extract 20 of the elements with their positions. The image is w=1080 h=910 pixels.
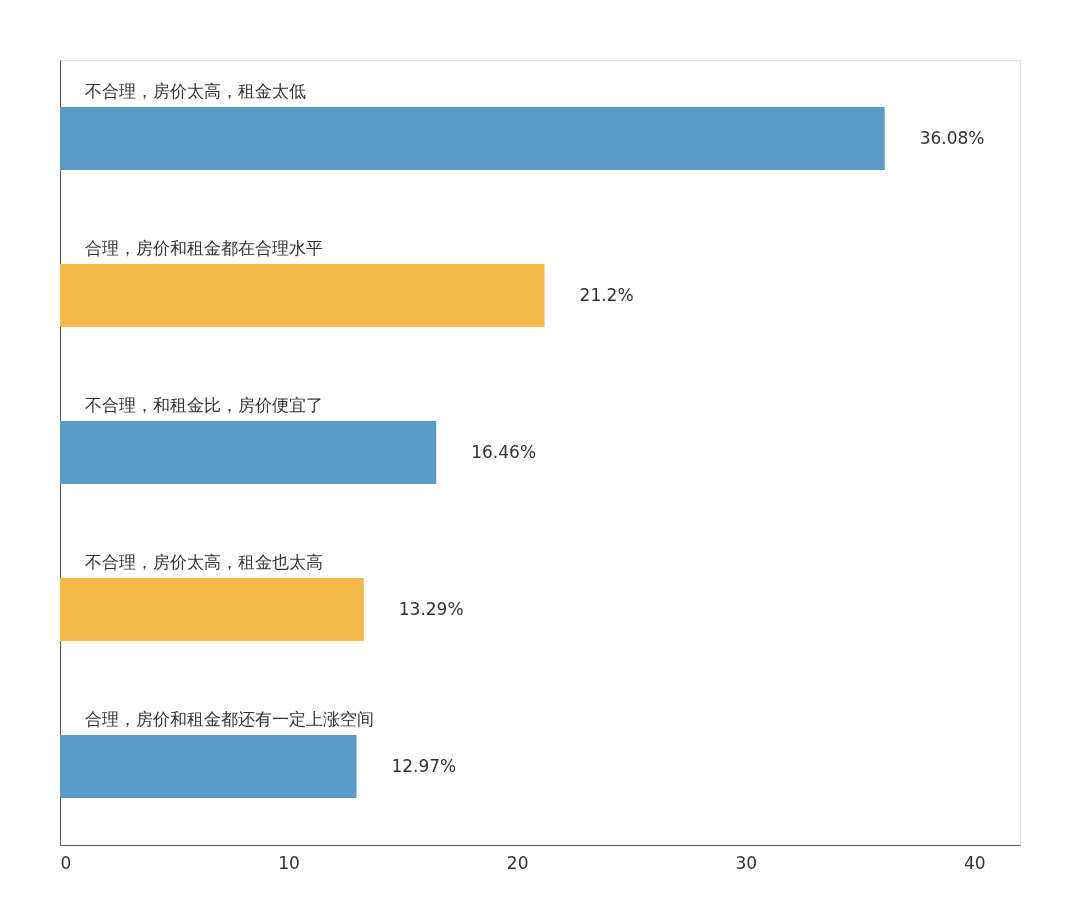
y-tick-label: 合理，房价和租金都在合理水平 — [85, 237, 323, 258]
y-tick-label: 合理，房价和租金都还有一定上涨空间 — [85, 708, 374, 729]
data-label: 16.46% — [471, 441, 537, 462]
y-tick-label: 不合理，房价太高，租金也太高 — [85, 551, 323, 572]
bar — [60, 421, 437, 484]
y-tick-label: 不合理，房价太高，租金太低 — [85, 80, 306, 101]
x-tick-label: 20 — [506, 852, 529, 873]
y-tick-label: 不合理，和租金比，房价便宜了 — [85, 394, 323, 415]
data-label: 36.08% — [919, 127, 985, 148]
x-tick-label: 30 — [735, 852, 758, 873]
x-tick-label: 40 — [963, 852, 986, 873]
x-tick-label: 10 — [278, 852, 300, 873]
data-label: 13.29% — [398, 598, 464, 619]
data-label: 12.97% — [391, 755, 457, 776]
bar — [60, 107, 885, 170]
data-label: 21.2% — [579, 284, 634, 305]
bar — [60, 735, 357, 798]
bar — [60, 264, 545, 327]
x-tick-label: 0 — [60, 852, 72, 873]
bar — [60, 578, 364, 641]
